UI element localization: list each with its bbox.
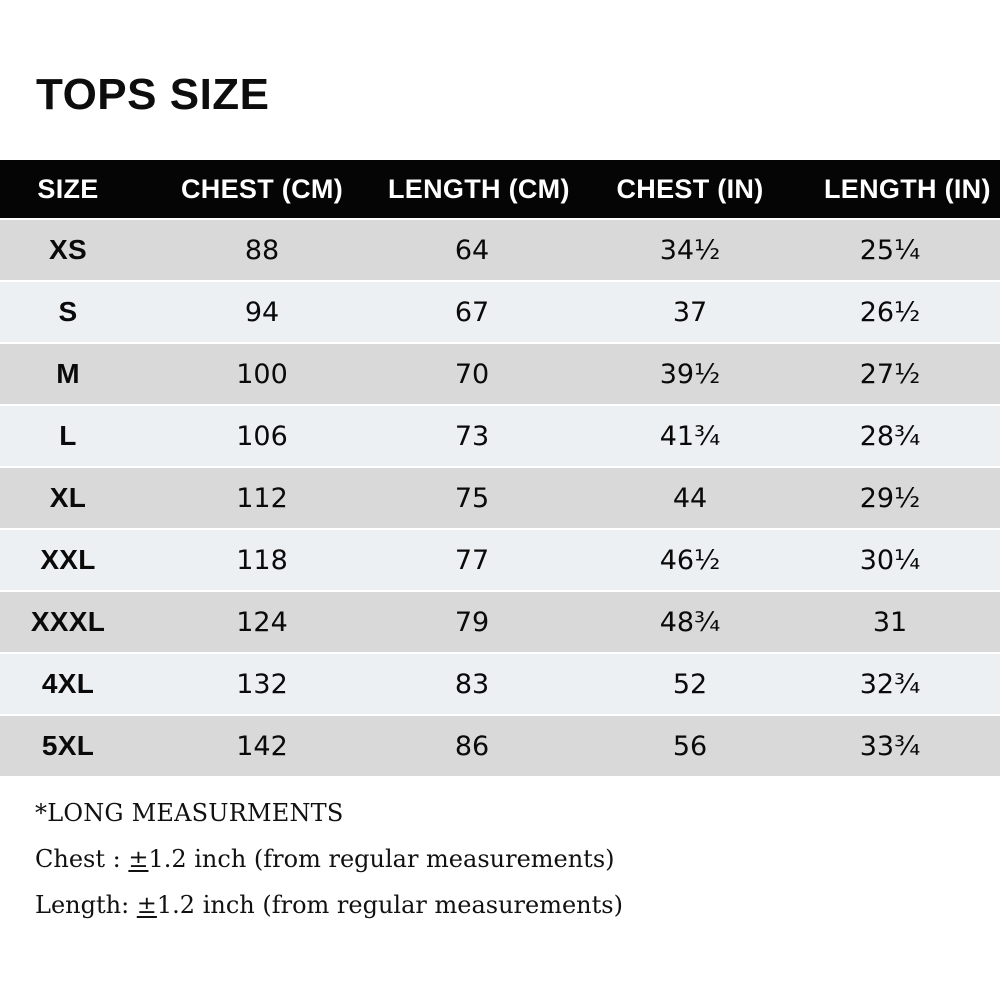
measurement-value: 25¼ [859, 234, 921, 266]
measurement-value: 83 [454, 668, 490, 700]
size-label: M [56, 358, 80, 389]
column-header-chest-cm: CHEST (CM) [181, 173, 343, 204]
long-measurements-note: *LONG MEASURMENTS [35, 799, 344, 827]
measurement-value: 79 [454, 606, 490, 638]
table-row: M 100 70 39½ 27½ [0, 342, 1000, 404]
measurement-value: 112 [236, 482, 288, 514]
measurement-value: 73 [454, 420, 490, 452]
measurement-value: 67 [454, 296, 490, 328]
chest-tolerance-text: 1.2 inch (from regular measurements) [148, 845, 615, 873]
measurement-value: 39½ [659, 358, 721, 390]
plus-minus-symbol: ± [136, 891, 157, 919]
measurement-value: 100 [236, 358, 288, 390]
measurement-value: 27½ [859, 358, 921, 390]
measurement-value: 34½ [659, 234, 721, 266]
measurement-value: 41¾ [659, 420, 721, 452]
measurement-value: 64 [454, 234, 490, 266]
measurement-value: 70 [454, 358, 490, 390]
measurement-value: 142 [236, 730, 288, 762]
size-chart-page: TOPS SIZE SIZE CHEST (CM) LENGTH (CM) CH… [0, 73, 1000, 1000]
chest-tolerance-label: Chest : [35, 845, 121, 873]
measurement-value: 37 [672, 296, 708, 328]
table-header-row: SIZE CHEST (CM) LENGTH (CM) CHEST (IN) L… [0, 160, 1000, 218]
measurement-value: 86 [454, 730, 490, 762]
measurement-value: 33¾ [859, 730, 921, 762]
table-body: XS 88 64 34½ 25¼ S 94 67 37 26½ M 100 70 39½ 27½ L 106 73… [0, 218, 1000, 776]
measurement-value: 88 [244, 234, 280, 266]
size-label: 5XL [41, 730, 95, 761]
measurement-value: 118 [236, 544, 288, 576]
length-tolerance-label: Length: [35, 891, 130, 919]
column-header-size: SIZE [37, 173, 99, 204]
table-row: XXXL 124 79 48¾ 31 [0, 590, 1000, 652]
table-row: XS 88 64 34½ 25¼ [0, 218, 1000, 280]
footnotes: *LONG MEASURMENTS Chest : ±1.2 inch (fro… [35, 798, 1000, 920]
measurement-value: 56 [672, 730, 708, 762]
column-header-length-in: LENGTH (IN) [824, 173, 991, 204]
measurement-value: 46½ [659, 544, 721, 576]
page-title: TOPS SIZE [36, 70, 270, 119]
measurement-value: 48¾ [659, 606, 721, 638]
measurement-value: 31 [872, 606, 908, 638]
table-row: XL 112 75 44 29½ [0, 466, 1000, 528]
table-row: 5XL 142 86 56 33¾ [0, 714, 1000, 776]
size-label: L [59, 420, 77, 451]
measurement-value: 94 [244, 296, 280, 328]
size-label: XXL [40, 544, 96, 575]
length-tolerance-text: 1.2 inch (from regular measurements) [156, 891, 623, 919]
column-header-length-cm: LENGTH (CM) [388, 173, 570, 204]
plus-minus-symbol: ± [128, 845, 149, 873]
measurement-value: 52 [672, 668, 708, 700]
measurement-value: 132 [236, 668, 288, 700]
column-header-chest-in: CHEST (IN) [616, 173, 764, 204]
measurement-value: 44 [672, 482, 708, 514]
chest-tolerance-note: Chest : ±1.2 inch (from regular measurem… [35, 844, 1000, 874]
size-label: XL [49, 482, 87, 513]
size-label: S [58, 296, 78, 327]
measurement-value: 26½ [859, 296, 921, 328]
table-row: 4XL 132 83 52 32¾ [0, 652, 1000, 714]
size-table: SIZE CHEST (CM) LENGTH (CM) CHEST (IN) L… [0, 160, 1000, 776]
size-label: XS [49, 234, 87, 265]
measurement-value: 77 [454, 544, 490, 576]
size-label: 4XL [41, 668, 95, 699]
measurement-value: 29½ [859, 482, 921, 514]
measurement-value: 75 [454, 482, 490, 514]
table-row: L 106 73 41¾ 28¾ [0, 404, 1000, 466]
size-label: XXXL [30, 606, 106, 637]
table-row: XXL 118 77 46½ 30¼ [0, 528, 1000, 590]
table-row: S 94 67 37 26½ [0, 280, 1000, 342]
measurement-value: 28¾ [859, 420, 921, 452]
measurement-value: 30¼ [859, 544, 921, 576]
measurement-value: 124 [236, 606, 288, 638]
measurement-value: 32¾ [859, 668, 921, 700]
measurement-value: 106 [236, 420, 288, 452]
length-tolerance-note: Length: ±1.2 inch (from regular measurem… [35, 890, 1000, 920]
